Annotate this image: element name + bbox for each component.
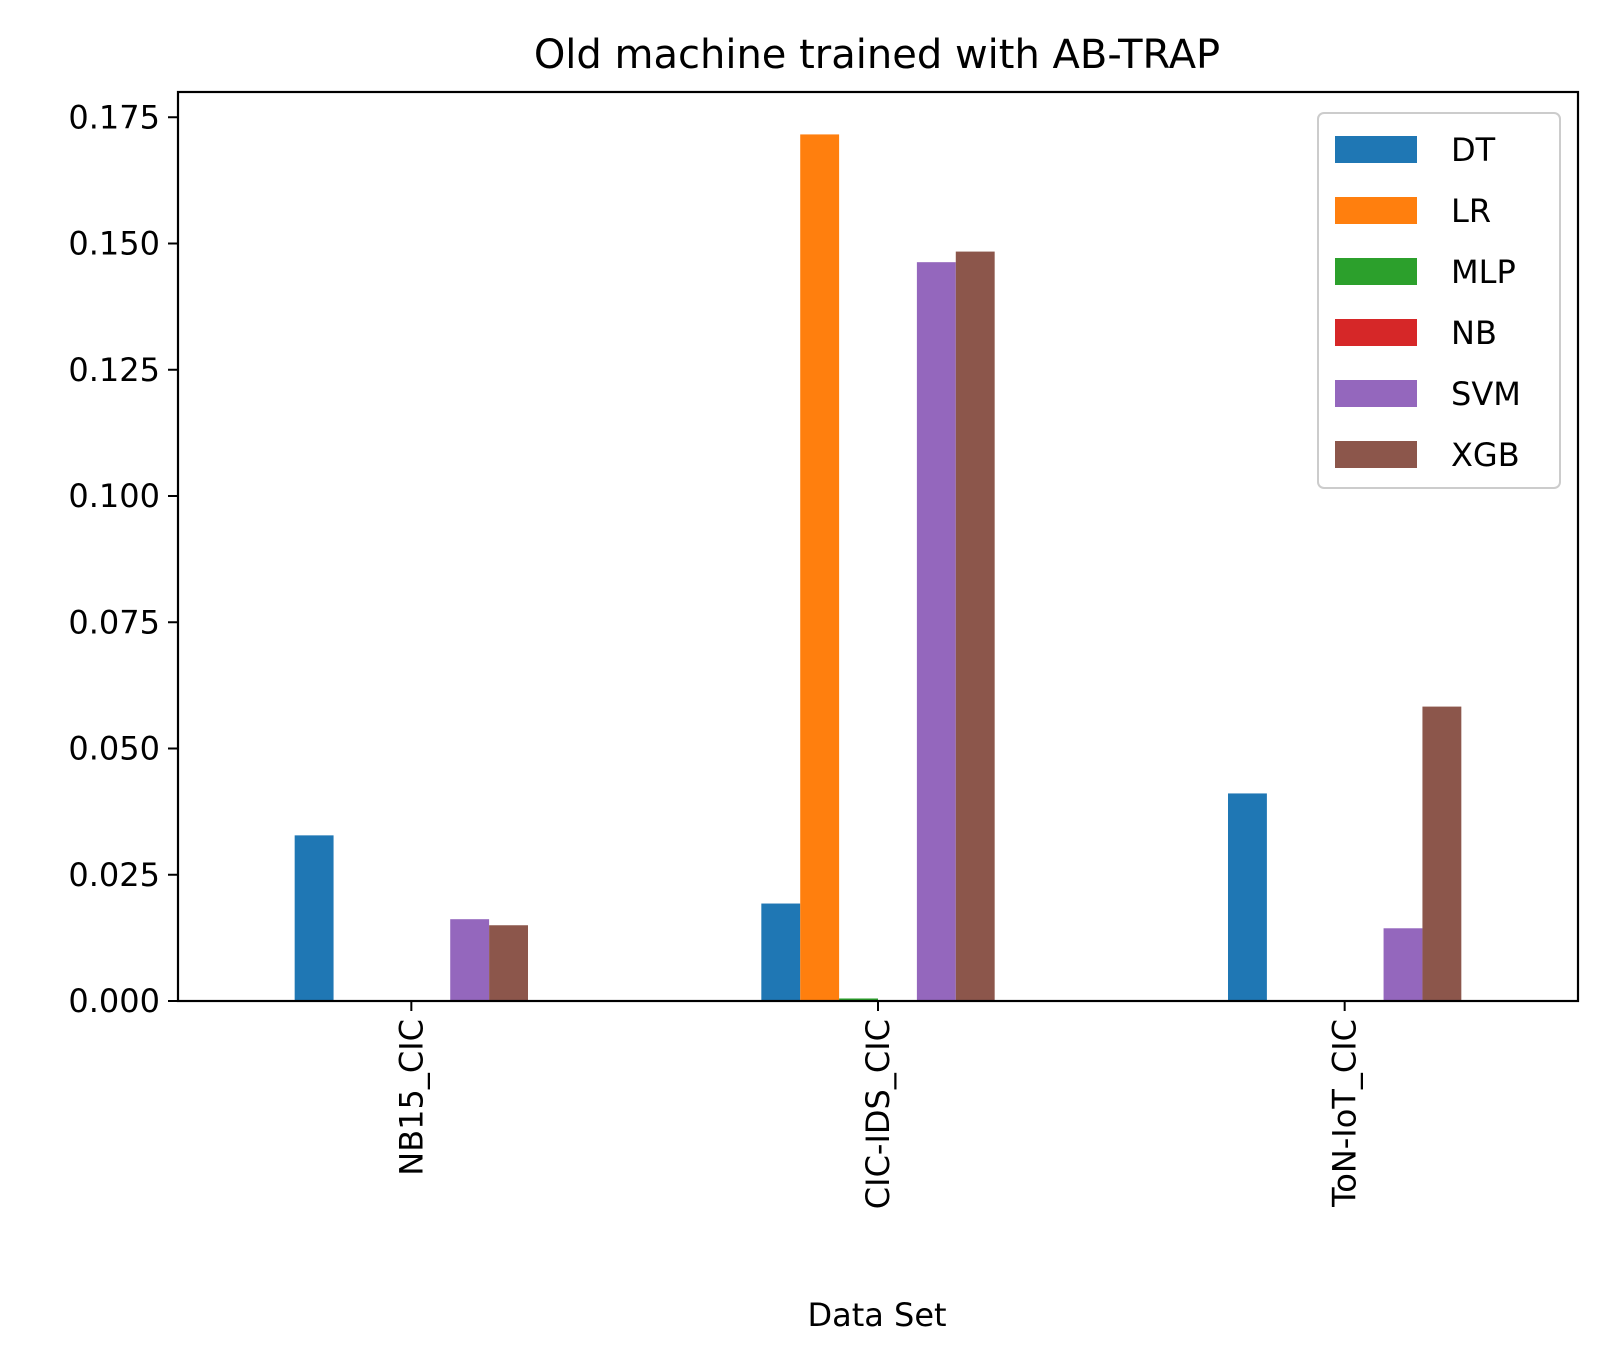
plot-area bbox=[294, 134, 1462, 1002]
legend-swatch-nb bbox=[1335, 319, 1417, 346]
legend: DT LR MLP NB SVM XGB bbox=[1317, 112, 1561, 489]
bar-svm-nb15-cic bbox=[450, 919, 490, 1001]
legend-label-lr: LR bbox=[1451, 192, 1491, 230]
legend-swatch-lr bbox=[1335, 197, 1417, 224]
bar-xgb-cic-ids-cic bbox=[955, 251, 995, 1001]
y-tick-label: 0.125 bbox=[68, 351, 160, 389]
x-axis-label: Data Set bbox=[807, 1296, 946, 1334]
bar-lr-cic-ids-cic bbox=[800, 134, 840, 1002]
bar-xgb-nb15-cic bbox=[489, 925, 528, 1001]
y-tick-label: 0.000 bbox=[68, 982, 160, 1020]
legend-label-xgb: XGB bbox=[1451, 436, 1520, 474]
y-tick-label: 0.025 bbox=[68, 856, 160, 894]
legend-swatch-mlp bbox=[1335, 258, 1417, 285]
bar-svm-ton-iot-cic bbox=[1383, 928, 1423, 1001]
x-tick-label: ToN-IoT_CIC bbox=[1326, 1019, 1364, 1208]
legend-swatch-dt bbox=[1335, 136, 1417, 163]
chart-title: Old machine trained with AB-TRAP bbox=[534, 32, 1220, 78]
bar-dt-cic-ids-cic bbox=[761, 903, 801, 1001]
bar-dt-ton-iot-cic bbox=[1228, 793, 1267, 1001]
bar-dt-nb15-cic bbox=[294, 835, 334, 1001]
legend-label-dt: DT bbox=[1451, 131, 1496, 169]
y-tick-label: 0.050 bbox=[68, 730, 160, 768]
axes: 0.000 0.025 0.050 0.075 0.100 0.125 0.150 0.175… bbox=[68, 90, 1580, 1209]
legend-swatch-xgb bbox=[1335, 441, 1417, 468]
legend-swatch-svm bbox=[1335, 380, 1417, 407]
x-tick-label: CIC-IDS_CIC bbox=[859, 1019, 897, 1209]
y-tick-label: 0.150 bbox=[68, 225, 160, 263]
legend-box bbox=[1317, 112, 1561, 489]
legend-label-mlp: MLP bbox=[1451, 253, 1516, 291]
legend-label-svm: SVM bbox=[1451, 375, 1521, 413]
legend-label-nb: NB bbox=[1451, 314, 1497, 352]
x-tick-label: NB15_CIC bbox=[392, 1019, 430, 1176]
bar-xgb-ton-iot-cic bbox=[1422, 706, 1462, 1001]
y-tick-label: 0.100 bbox=[68, 477, 160, 515]
bar-svm-cic-ids-cic bbox=[916, 262, 956, 1001]
y-tick-label: 0.075 bbox=[68, 603, 160, 641]
bar-mlp-cic-ids-cic bbox=[839, 998, 878, 1001]
y-tick-label: 0.175 bbox=[68, 98, 160, 136]
